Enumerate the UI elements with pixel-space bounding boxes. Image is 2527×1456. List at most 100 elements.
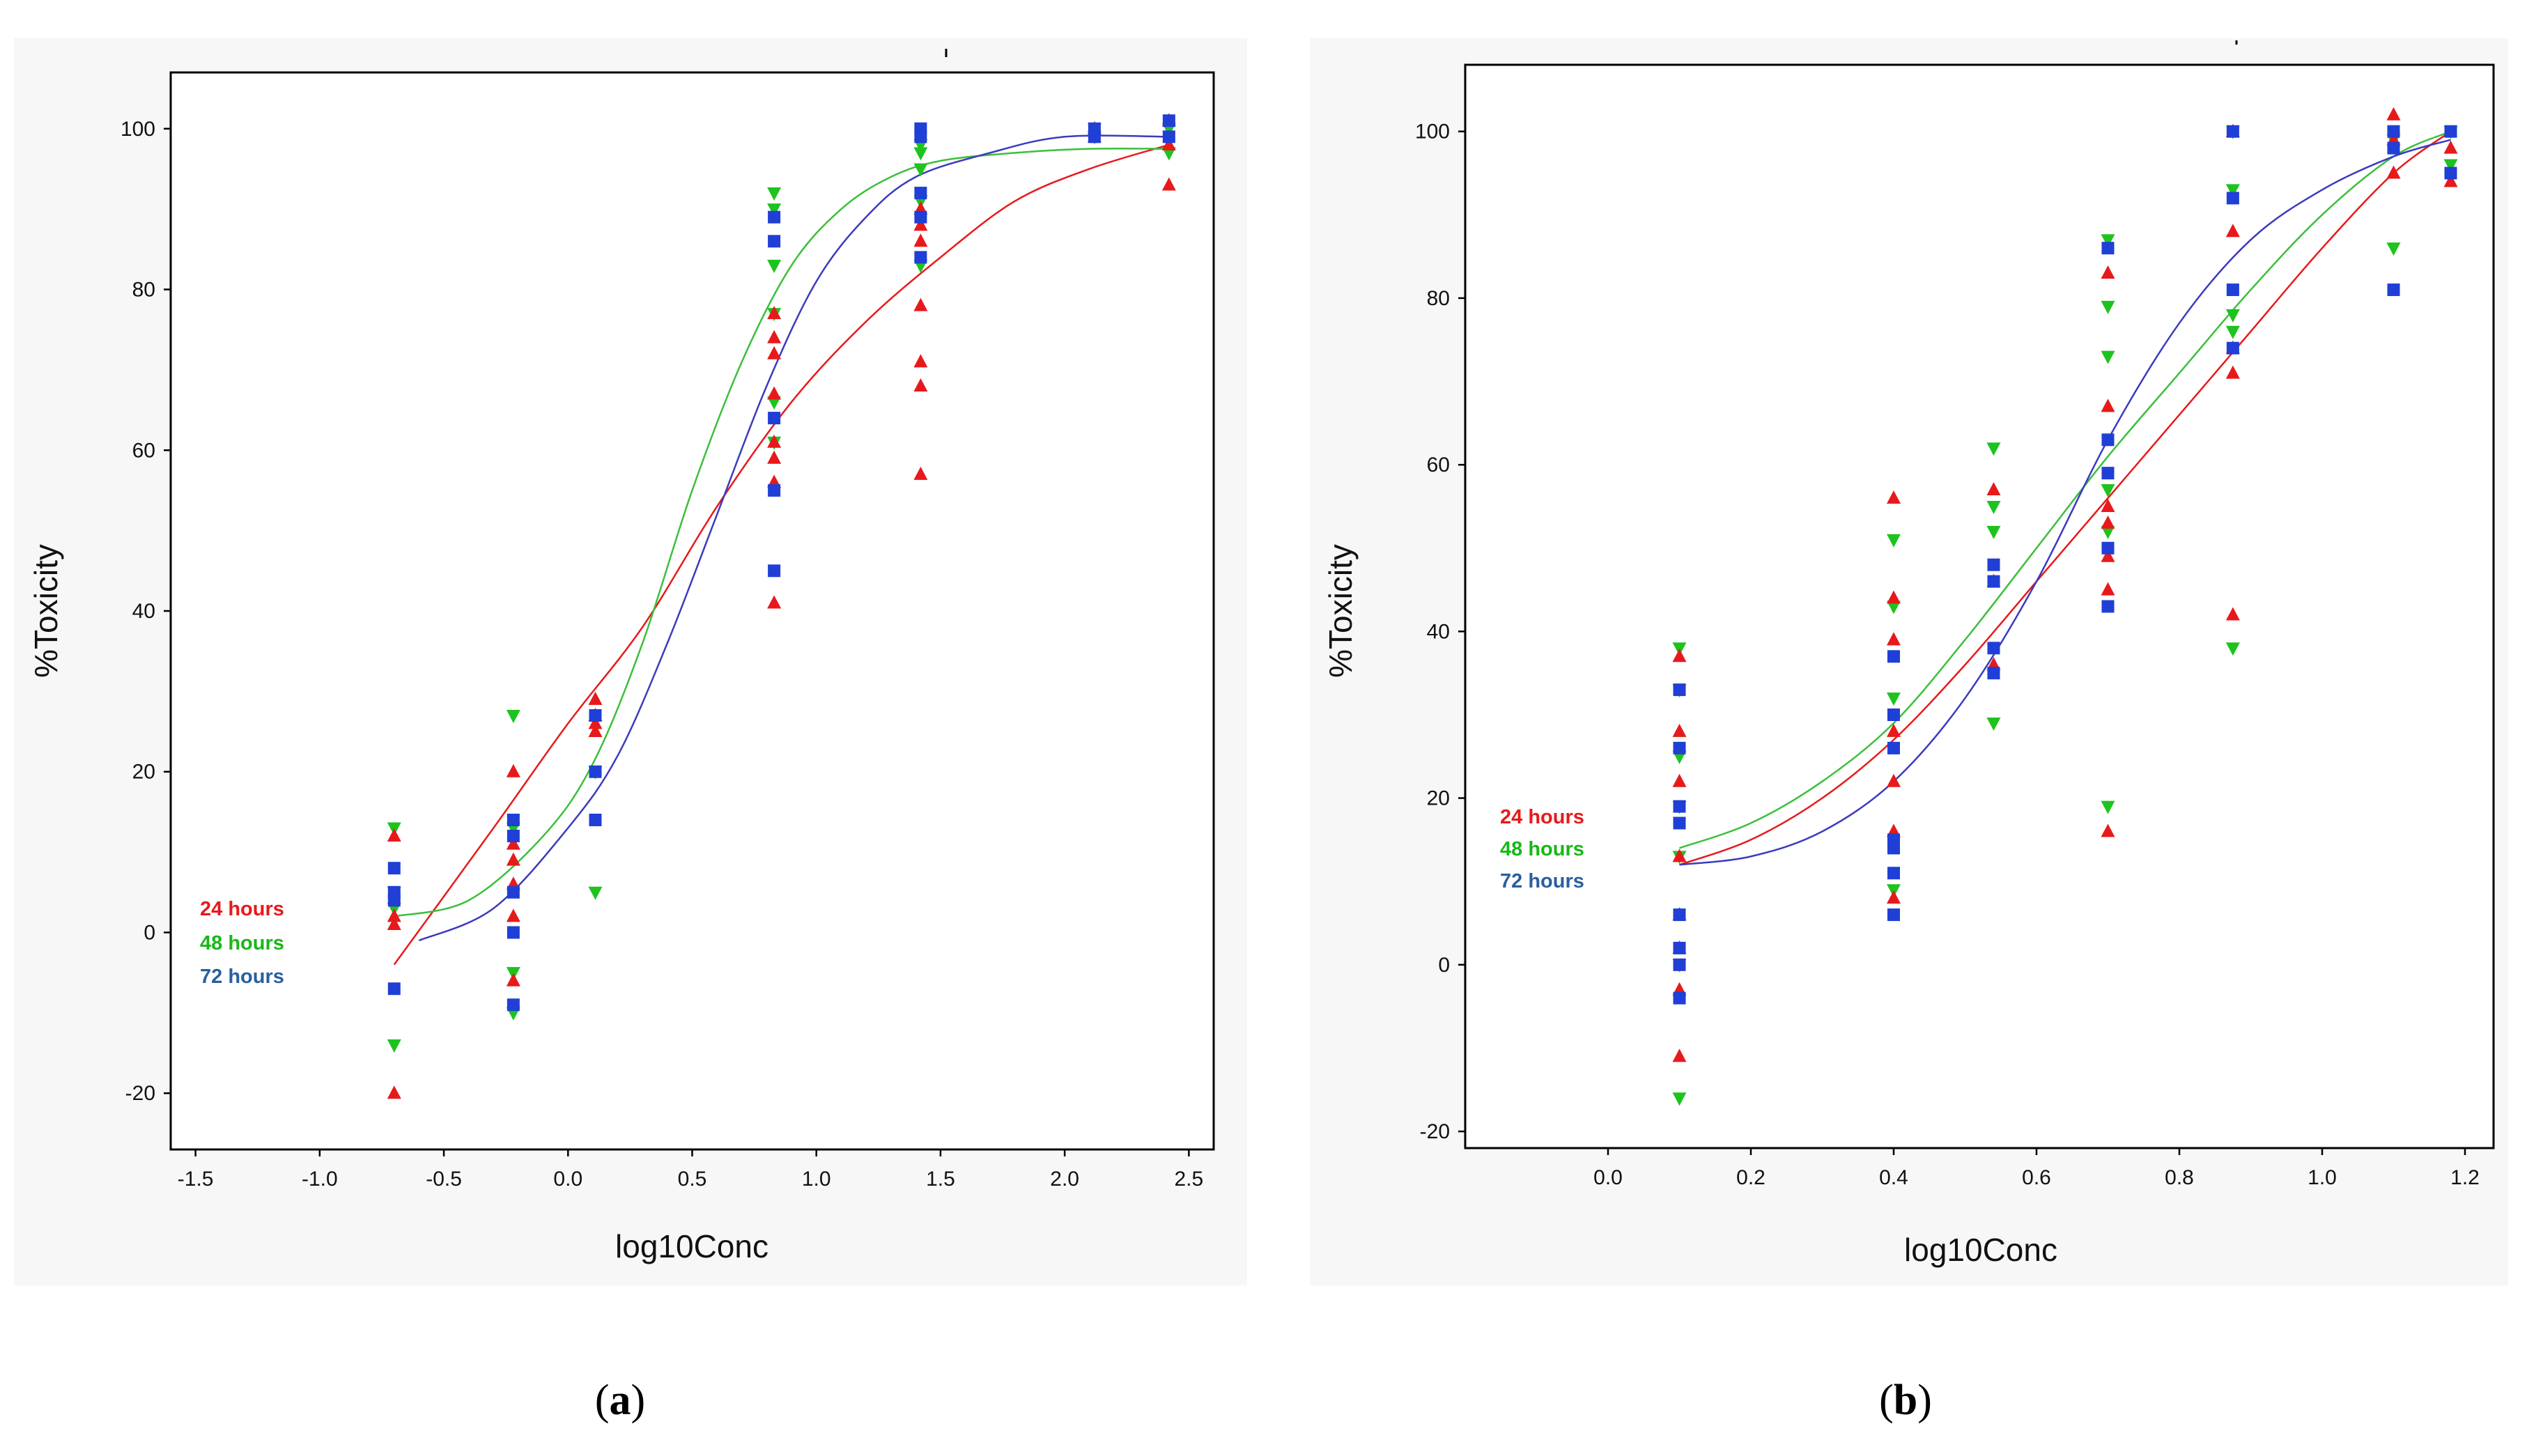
point-72h bbox=[1673, 991, 1686, 1005]
point-24h bbox=[387, 916, 401, 930]
panel-a-x-ticks: -1.5 -1.0 -0.5 0.0 0.5 1.0 1.5 2.0 2.5 bbox=[178, 1149, 1203, 1191]
point-72h bbox=[914, 210, 927, 224]
point-48h bbox=[1986, 717, 2001, 731]
panel-a-caption: (a) bbox=[595, 1377, 645, 1424]
panel-b: -20 0 20 40 60 80 100 0.0 0.2 0.4 0.6 0.8 1.0 1.2 lo… bbox=[1310, 38, 2508, 1424]
panel-b-x-ticks: 0.0 0.2 0.4 0.6 0.8 1.0 1.2 bbox=[1593, 1148, 2480, 1189]
point-24h bbox=[913, 233, 928, 247]
point-24h bbox=[506, 852, 520, 866]
point-72h bbox=[1162, 130, 1175, 144]
point-72h bbox=[1887, 708, 1900, 721]
point-72h bbox=[2444, 166, 2457, 180]
point-72h bbox=[507, 885, 520, 899]
point-72h bbox=[768, 210, 781, 224]
point-24h bbox=[1672, 723, 1687, 737]
point-72h bbox=[1673, 683, 1686, 697]
point-72h bbox=[1887, 741, 1900, 754]
point-48h bbox=[2225, 325, 2240, 339]
point-24h bbox=[1986, 482, 2001, 496]
point-72h bbox=[1987, 558, 2000, 571]
point-72h bbox=[2226, 283, 2239, 296]
point-72h bbox=[2101, 541, 2115, 555]
point-48h bbox=[1887, 534, 1901, 548]
point-72h bbox=[1987, 575, 2000, 588]
point-24h bbox=[2225, 607, 2240, 621]
point-72h bbox=[914, 130, 927, 144]
panel-b-legend-24h: 24 hours bbox=[1500, 806, 1584, 828]
point-24h bbox=[2225, 365, 2240, 379]
point-72h bbox=[2101, 467, 2115, 480]
y-tick-label: 20 bbox=[1427, 787, 1450, 810]
panel-a-fit-curves bbox=[393, 134, 1170, 966]
fit-curve-48h bbox=[394, 147, 1169, 917]
point-72h bbox=[2387, 283, 2400, 296]
point-48h bbox=[2225, 642, 2240, 656]
point-72h bbox=[387, 982, 401, 996]
point-72h bbox=[2226, 125, 2239, 138]
point-24h bbox=[2101, 515, 2115, 529]
point-48h bbox=[2101, 484, 2115, 498]
panel-b-plot-frame bbox=[1464, 63, 2495, 1149]
point-24h bbox=[2101, 398, 2115, 412]
point-72h bbox=[1088, 130, 1101, 144]
point-24h bbox=[506, 908, 520, 922]
point-48h bbox=[913, 163, 928, 177]
panel-a-plot-frame bbox=[169, 71, 1215, 1151]
point-72h bbox=[589, 765, 602, 778]
y-tick-label: -20 bbox=[1420, 1120, 1450, 1143]
point-72h bbox=[1673, 958, 1686, 971]
x-tick-label: 1.5 bbox=[926, 1168, 955, 1191]
y-tick-label: 0 bbox=[1438, 954, 1450, 977]
panel-b-caption: (b) bbox=[1879, 1377, 1932, 1424]
x-tick-label: 0.0 bbox=[553, 1168, 582, 1191]
panel-b-caption-letter: b bbox=[1894, 1377, 1917, 1424]
panel-b-legend: 24 hours 48 hours 72 hours bbox=[1500, 806, 1584, 892]
point-24h bbox=[588, 691, 603, 705]
point-48h bbox=[2101, 234, 2115, 248]
panel-a-legend-24h: 24 hours bbox=[200, 898, 284, 920]
x-tick-label: 2.5 bbox=[1174, 1168, 1203, 1191]
x-tick-label: 0.5 bbox=[678, 1168, 707, 1191]
panel-a-legend: 24 hours 48 hours 72 hours bbox=[200, 898, 284, 988]
x-tick-label: -0.5 bbox=[426, 1168, 462, 1191]
point-24h bbox=[1161, 177, 1176, 191]
y-tick-label: 80 bbox=[1427, 287, 1450, 310]
point-72h bbox=[507, 998, 520, 1012]
point-24h bbox=[2386, 107, 2401, 121]
point-48h bbox=[2225, 184, 2240, 198]
point-24h bbox=[1887, 590, 1901, 604]
point-24h bbox=[588, 715, 603, 729]
point-48h bbox=[506, 709, 520, 723]
x-tick-label: 0.8 bbox=[2165, 1166, 2194, 1189]
point-24h bbox=[506, 836, 520, 850]
point-24h bbox=[767, 434, 782, 448]
point-24h bbox=[2443, 140, 2458, 154]
point-48h bbox=[2443, 159, 2458, 173]
x-tick-label: 2.0 bbox=[1050, 1168, 1079, 1191]
point-72h bbox=[387, 862, 401, 875]
point-24h bbox=[1672, 773, 1687, 787]
point-72h bbox=[507, 926, 520, 939]
x-tick-label: -1.5 bbox=[178, 1168, 214, 1191]
point-48h bbox=[2101, 525, 2115, 539]
point-72h bbox=[1887, 650, 1900, 663]
fit-curve-48h bbox=[1679, 130, 2452, 849]
y-tick-label: 40 bbox=[1427, 620, 1450, 643]
panel-b-fit-curves bbox=[1679, 130, 2452, 866]
point-24h bbox=[1161, 137, 1176, 150]
point-24h bbox=[767, 450, 782, 464]
point-48h bbox=[2101, 800, 2115, 814]
panel-b-legend-48h: 48 hours bbox=[1500, 838, 1584, 860]
point-24h bbox=[913, 217, 928, 231]
point-24h bbox=[913, 354, 928, 368]
x-tick-label: 0.6 bbox=[2022, 1166, 2051, 1189]
point-24h bbox=[913, 466, 928, 480]
panel-a-caption-close: ) bbox=[631, 1377, 646, 1424]
point-24h bbox=[2101, 548, 2115, 562]
point-72h bbox=[1887, 867, 1900, 880]
point-24h bbox=[1887, 890, 1901, 904]
point-48h bbox=[1986, 442, 2001, 456]
point-72h bbox=[1673, 800, 1686, 813]
y-tick-label: -20 bbox=[125, 1082, 155, 1105]
point-48h bbox=[1887, 601, 1901, 614]
